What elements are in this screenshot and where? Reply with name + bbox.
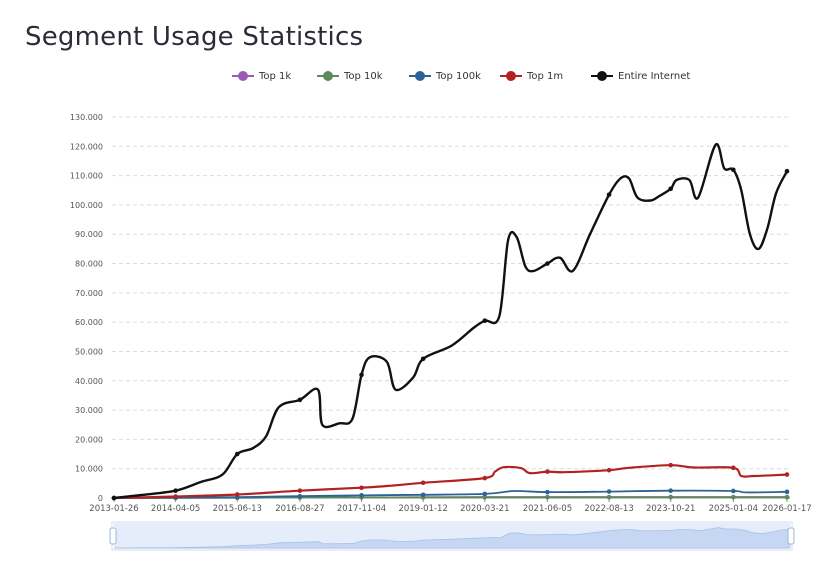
legend-marker-icon — [409, 70, 431, 82]
y-tick-label: 100.000 — [70, 201, 103, 210]
y-tick-label: 90.000 — [75, 230, 103, 239]
series-line-top-100k[interactable] — [113, 489, 788, 499]
chart-legend: Top 1k Top 10k Top 100k Top 1m Entire Intern… — [0, 70, 836, 86]
y-tick-label: 50.000 — [75, 347, 103, 356]
zoom-handle-left[interactable] — [109, 527, 117, 545]
legend-item-top-10k[interactable]: Top 10k — [317, 70, 383, 82]
data-point-top-100k[interactable] — [420, 492, 426, 498]
data-point-top-1m[interactable] — [234, 492, 240, 497]
x-tick-label: 2013-01-26 — [89, 504, 138, 514]
data-point-top-1m[interactable] — [420, 480, 426, 486]
zoom-slider-preview — [113, 527, 791, 549]
data-point-top-10k[interactable] — [784, 494, 790, 500]
data-point-top-1m[interactable] — [606, 467, 612, 473]
y-tick-label: 30.000 — [75, 406, 103, 415]
legend-label: Entire Internet — [618, 70, 691, 82]
y-tick-label: 120.000 — [70, 142, 103, 151]
legend-marker-icon — [317, 70, 339, 82]
y-tick-label: 20.000 — [75, 435, 103, 444]
data-point-entire-internet[interactable] — [173, 488, 178, 493]
data-point-top-10k[interactable] — [731, 494, 736, 500]
series-line-entire-internet[interactable] — [112, 143, 789, 500]
data-point-entire-internet[interactable] — [482, 318, 488, 323]
data-point-top-100k[interactable] — [359, 493, 364, 498]
x-tick-label: 2017-11-04 — [337, 504, 386, 514]
data-zoom-slider[interactable] — [109, 521, 795, 551]
data-point-top-1m[interactable] — [173, 494, 178, 499]
y-axis: 0 10.000 20.000 30.000 40.000 50.000 60.000 70.… — [70, 113, 103, 503]
x-axis: 2013-01-26 2014-04-05 2015-06-13 2016-08-27… — [89, 498, 812, 514]
data-point-top-1m[interactable] — [297, 488, 303, 493]
data-point-top-10k[interactable] — [482, 494, 488, 500]
legend-label: Top 1k — [259, 70, 292, 82]
data-point-top-1m[interactable] — [545, 469, 550, 474]
data-point-entire-internet[interactable] — [111, 495, 117, 501]
y-tick-label: 80.000 — [75, 260, 103, 269]
x-tick-label: 2025-01-04 — [709, 504, 758, 514]
x-tick-label: 2023-10-21 — [646, 504, 695, 514]
legend-item-top-100k[interactable]: Top 100k — [409, 70, 481, 82]
legend-item-top-1m[interactable]: Top 1m — [500, 70, 563, 82]
data-point-top-100k[interactable] — [784, 489, 790, 495]
y-tick-label: 130.000 — [70, 113, 103, 122]
data-point-top-1m[interactable] — [784, 472, 790, 477]
y-tick-label: 10.000 — [75, 465, 103, 474]
data-point-top-100k[interactable] — [731, 488, 736, 494]
x-tick-label: 2015-06-13 — [213, 504, 262, 514]
legend-item-top-1k[interactable]: Top 1k — [232, 70, 291, 82]
x-tick-label: 2016-08-27 — [275, 504, 324, 514]
data-point-top-1m[interactable] — [482, 475, 488, 481]
data-point-top-100k[interactable] — [606, 489, 612, 494]
data-point-top-10k[interactable] — [668, 494, 673, 500]
data-point-top-100k[interactable] — [545, 489, 550, 495]
y-tick-label: 60.000 — [75, 318, 103, 327]
data-point-top-1m[interactable] — [668, 462, 673, 468]
data-point-top-100k[interactable] — [668, 488, 673, 493]
y-tick-label: 110.000 — [70, 172, 103, 181]
legend-item-entire-internet[interactable]: Entire Internet — [591, 70, 690, 82]
data-point-entire-internet[interactable] — [731, 167, 736, 173]
data-point-entire-internet[interactable] — [606, 192, 612, 197]
legend-label: Top 10k — [344, 70, 383, 82]
data-point-entire-internet[interactable] — [420, 356, 426, 362]
legend-label: Top 100k — [436, 70, 481, 82]
series-line-top-1m[interactable] — [112, 464, 789, 500]
data-point-top-10k[interactable] — [606, 494, 612, 500]
data-point-top-1m[interactable] — [359, 485, 364, 491]
data-point-entire-internet[interactable] — [297, 397, 303, 403]
zoom-handle-right[interactable] — [787, 527, 795, 545]
legend-marker-icon — [500, 70, 522, 82]
data-point-entire-internet[interactable] — [359, 372, 364, 378]
x-tick-label: 2021-06-05 — [523, 504, 572, 514]
x-tick-label: 2022-08-13 — [584, 504, 633, 514]
data-point-top-1m[interactable] — [731, 465, 736, 471]
data-point-entire-internet[interactable] — [545, 261, 550, 266]
x-tick-label: 2020-03-21 — [460, 504, 509, 514]
data-point-entire-internet[interactable] — [668, 186, 673, 192]
series-lines — [111, 143, 790, 501]
data-point-top-100k[interactable] — [297, 493, 303, 499]
data-point-top-100k[interactable] — [482, 491, 488, 497]
data-point-entire-internet[interactable] — [234, 451, 240, 457]
data-point-top-10k[interactable] — [545, 494, 550, 500]
x-tick-label: 2014-04-05 — [151, 504, 200, 514]
legend-label: Top 1m — [527, 70, 564, 82]
gridlines — [112, 116, 790, 470]
y-tick-label: 70.000 — [75, 289, 103, 298]
page-title: Segment Usage Statistics — [25, 22, 364, 52]
legend-marker-icon — [232, 70, 254, 82]
x-tick-label: 2019-01-12 — [398, 504, 447, 514]
y-tick-label: 0 — [98, 494, 103, 503]
x-tick-label: 2026-01-17 — [762, 504, 811, 514]
y-tick-label: 40.000 — [75, 377, 103, 386]
data-point-entire-internet[interactable] — [784, 168, 790, 174]
legend-marker-icon — [591, 70, 613, 82]
